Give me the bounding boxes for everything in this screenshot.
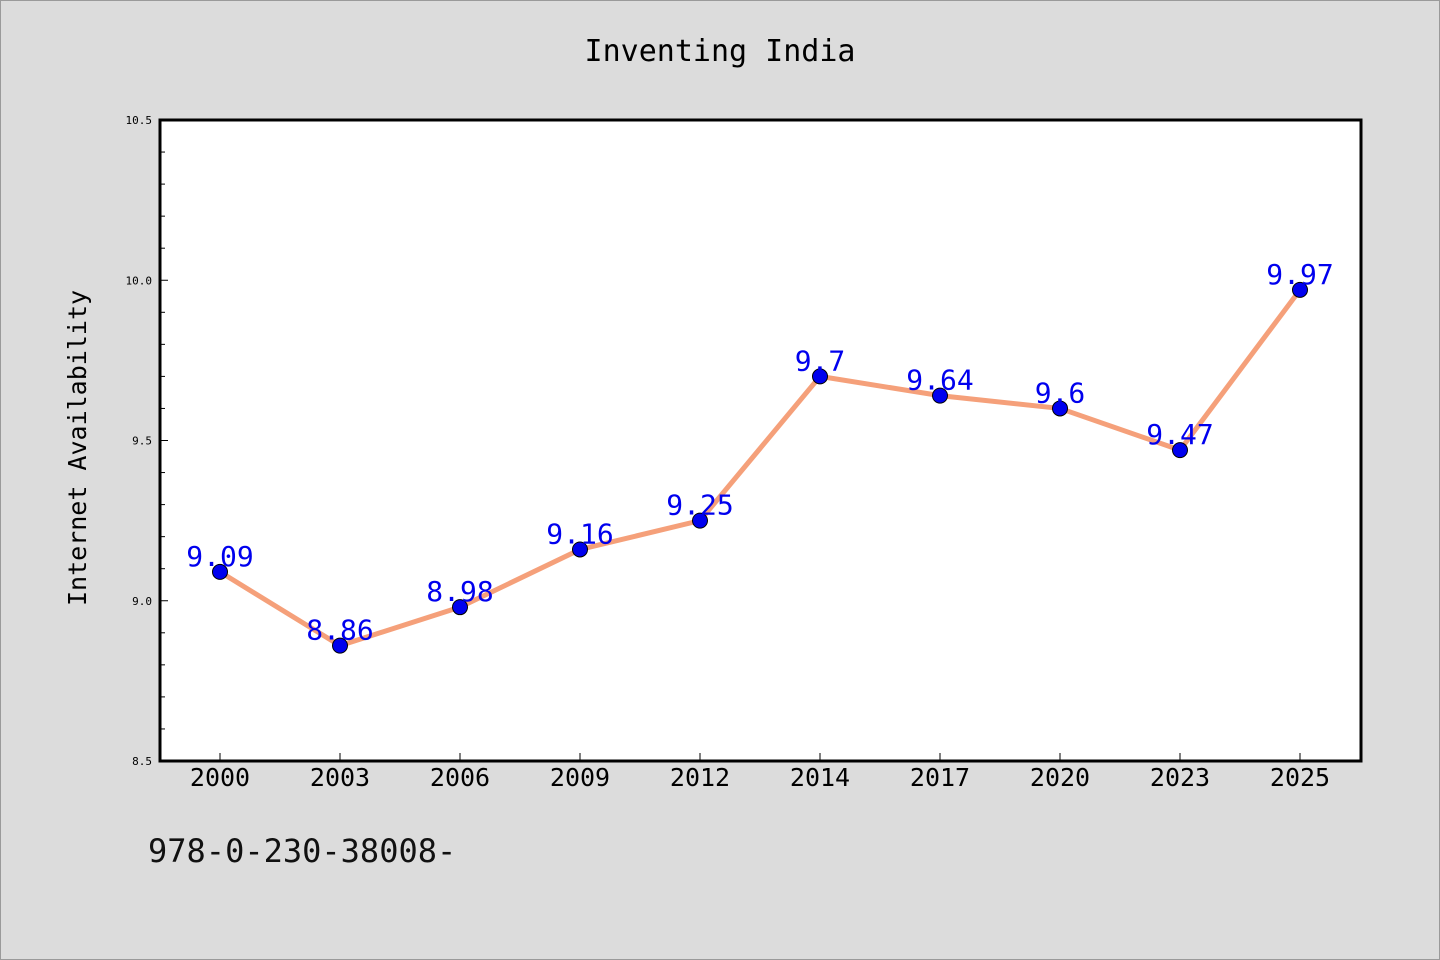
data-point xyxy=(572,541,588,558)
data-point xyxy=(452,599,468,616)
y-axis: 8.5 9.0 9.5 10.0 10.5 xyxy=(126,114,168,768)
data-point xyxy=(1172,442,1188,459)
data-label: 8.98 xyxy=(426,575,493,608)
x-tick-label: 2017 xyxy=(910,763,970,792)
x-tick-label: 2009 xyxy=(550,763,610,792)
y-axis-label: Internet Availability xyxy=(63,290,92,606)
data-label: 9.64 xyxy=(906,364,973,397)
y-tick-label: 8.5 xyxy=(132,755,152,768)
data-point xyxy=(932,387,948,404)
x-tick-label: 2025 xyxy=(1270,763,1330,792)
data-point xyxy=(332,637,348,654)
data-labels: 9.09 8.86 8.98 9.16 9.25 9.7 9.64 9.6 9.47 9.97 xyxy=(186,258,1333,647)
x-tick-label: 2020 xyxy=(1030,763,1090,792)
y-tick-label: 9.5 xyxy=(132,435,152,448)
data-point xyxy=(212,563,228,580)
data-label: 8.86 xyxy=(306,614,373,647)
data-label: 9.97 xyxy=(1266,258,1333,291)
y-tick-label: 10.5 xyxy=(126,114,153,127)
data-label: 9.16 xyxy=(546,517,613,550)
x-tick-label: 2023 xyxy=(1150,763,1210,792)
series-line xyxy=(217,287,1303,649)
data-label: 9.6 xyxy=(1035,376,1086,409)
data-point xyxy=(1052,400,1068,417)
data-label: 9.09 xyxy=(186,540,253,573)
data-label: 9.47 xyxy=(1146,418,1213,451)
chart-title: Inventing India xyxy=(584,34,856,69)
data-point xyxy=(692,512,708,529)
x-tick-label: 2012 xyxy=(670,763,730,792)
x-tick-label: 2014 xyxy=(790,763,850,792)
data-label: 9.7 xyxy=(795,344,846,377)
x-tick-label: 2006 xyxy=(430,763,490,792)
data-label: 9.25 xyxy=(666,489,733,522)
data-point xyxy=(812,368,828,385)
y-tick-label: 10.0 xyxy=(126,274,153,287)
data-point xyxy=(1292,281,1308,298)
plot-area xyxy=(158,118,1363,763)
x-axis: 2000 2003 2006 2009 2012 2014 2017 2020 2023 2025 xyxy=(190,753,1330,792)
x-tick-label: 2000 xyxy=(190,763,250,792)
data-points xyxy=(212,281,1308,654)
x-tick-label: 2003 xyxy=(310,763,370,792)
isbn-code: 978-0-230-38008- xyxy=(148,832,457,870)
y-tick-label: 9.0 xyxy=(132,595,152,608)
